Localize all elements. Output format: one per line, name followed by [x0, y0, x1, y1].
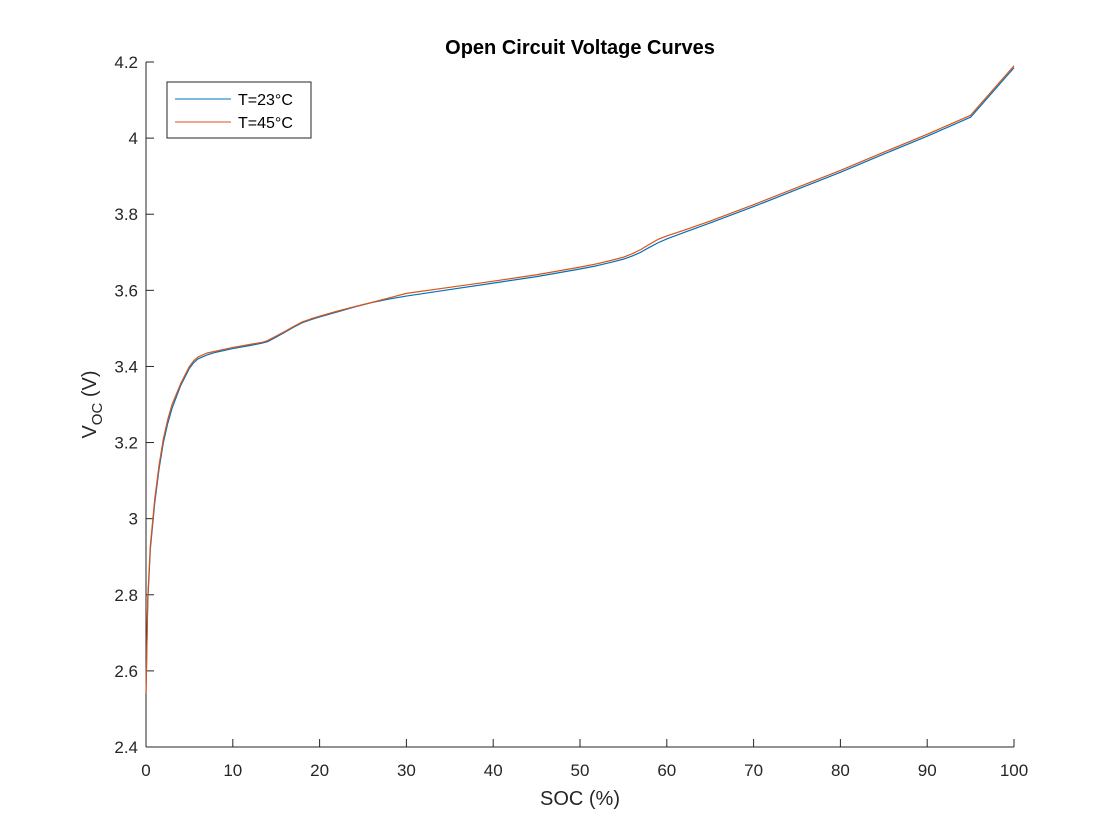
- legend-box: [166, 81, 312, 139]
- series-line-t23: [145, 67, 1015, 694]
- x-tick-label: 10: [223, 761, 242, 780]
- y-tick-label: 2.6: [114, 662, 138, 681]
- chart-title: Open Circuit Voltage Curves: [445, 37, 715, 59]
- y-tick-label: 4.2: [114, 53, 138, 72]
- x-tick-label: 50: [571, 761, 590, 780]
- y-tick-label: 2.4: [114, 738, 138, 757]
- y-tick-label: 3.4: [114, 357, 138, 376]
- y-axis-label-subscript: OC: [89, 403, 106, 426]
- x-tick-label: 30: [397, 761, 416, 780]
- legend-label-t23: T=23°C: [238, 92, 293, 109]
- axes: [145, 62, 1014, 748]
- y-tick-label: 3: [129, 510, 138, 529]
- y-tick-label: 2.8: [114, 586, 138, 605]
- y-axis-label-unit: (V): [79, 370, 101, 402]
- x-tick-label: 60: [657, 761, 676, 780]
- y-ticks: 2.4 2.6 2.8 3 3.2 3.4 3.6 3.8 4 4.2: [114, 53, 154, 757]
- x-tick-label: 100: [1000, 761, 1028, 780]
- legend-label-t45: T=45°C: [238, 115, 293, 132]
- x-axis-label: SOC (%): [540, 788, 620, 810]
- x-ticks: 0 10 20 30 40 50 60 70 80 90 100: [141, 739, 1028, 780]
- x-tick-label: 80: [831, 761, 850, 780]
- x-tick-label: 70: [744, 761, 763, 780]
- legend: T=23°C T=45°C: [166, 81, 312, 139]
- y-axis-label: VOC (V): [79, 370, 106, 438]
- x-tick-label: 90: [918, 761, 937, 780]
- series-line-t45: [145, 65, 1015, 694]
- series-group: [145, 65, 1015, 694]
- y-tick-label: 3.8: [114, 205, 138, 224]
- y-axis-label-main: V: [79, 425, 101, 439]
- x-tick-label: 40: [484, 761, 503, 780]
- x-tick-label: 0: [141, 761, 150, 780]
- x-tick-label: 20: [310, 761, 329, 780]
- y-tick-label: 4: [129, 129, 138, 148]
- y-tick-label: 3.2: [114, 434, 138, 453]
- y-tick-label: 3.6: [114, 281, 138, 300]
